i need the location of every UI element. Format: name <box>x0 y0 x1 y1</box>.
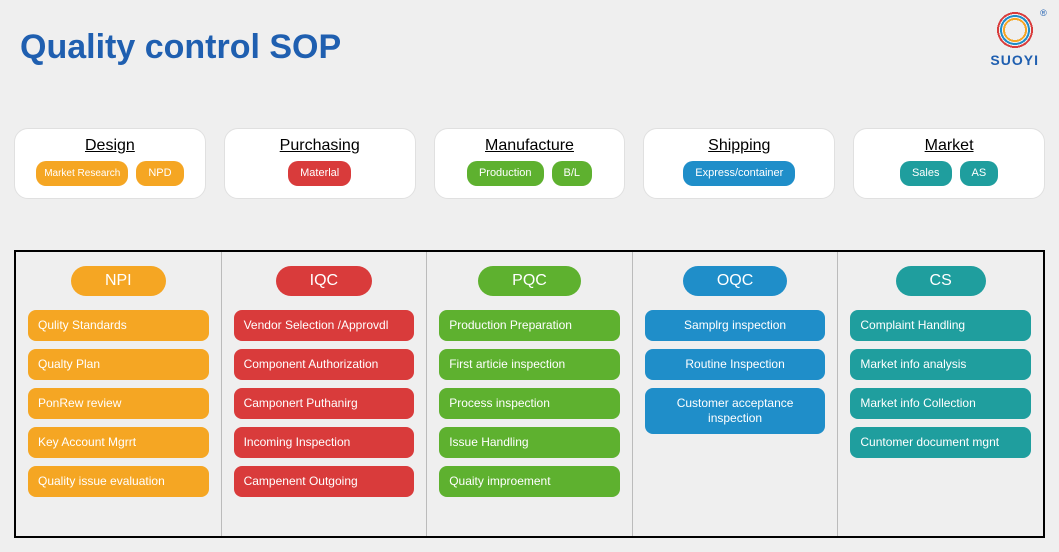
qc-item: Market info analysis <box>850 349 1031 380</box>
stage-pill: Production <box>467 161 544 186</box>
qc-item: Vendor Selection /Approvdl <box>234 310 415 341</box>
qc-item: Process inspection <box>439 388 620 419</box>
stage-header: Purchasing <box>280 137 360 155</box>
page-title: Quality control SOP <box>20 28 341 67</box>
stage-card-design: Design Market Research NPD <box>14 128 206 199</box>
qc-column-header: NPI <box>71 266 166 296</box>
qc-item: PonRew review <box>28 388 209 419</box>
qc-column-cs: CS Complaint Handling Market info analysis… <box>838 252 1043 536</box>
qc-column-header: OQC <box>683 266 787 296</box>
qc-column-pqc: PQC Production Preparation First articie i… <box>427 252 633 536</box>
qc-item: Market info Collection <box>850 388 1031 419</box>
registered-mark: ® <box>1040 8 1047 18</box>
qc-item: Routine Inspection <box>645 349 826 380</box>
qc-item: Production Preparation <box>439 310 620 341</box>
stage-pill: Market Research <box>36 161 128 186</box>
qc-column-iqc: IQC Vendor Selection /Approvdl Component A… <box>222 252 428 536</box>
stage-card-purchasing: Purchasing Materlal <box>224 128 416 199</box>
stage-header: Design <box>85 137 135 155</box>
stage-pill: Materlal <box>288 161 351 186</box>
qc-items: Vendor Selection /Approvdl Component Auth… <box>234 310 415 497</box>
stages-row: Design Market Research NPD Purchasing Materl… <box>14 128 1045 199</box>
qc-item: Quaity improement <box>439 466 620 497</box>
brand-swirl-icon: ® <box>993 10 1037 50</box>
qc-item: Camponert Puthanirg <box>234 388 415 419</box>
qc-item: Qulity Standards <box>28 310 209 341</box>
qc-items: Complaint Handling Market info analysis Ma… <box>850 310 1031 458</box>
stage-pill: Express/container <box>683 161 795 186</box>
brand-name: SUOYI <box>990 52 1039 68</box>
qc-item: Key Account Mgrrt <box>28 427 209 458</box>
stage-pills: Market Research NPD <box>36 161 183 186</box>
stage-header: Shipping <box>708 137 770 155</box>
qc-item: Cuntomer document mgnt <box>850 427 1031 458</box>
stage-header: Manufacture <box>485 137 574 155</box>
stage-pill: AS <box>960 161 999 186</box>
stage-card-market: Market Sales AS <box>853 128 1045 199</box>
qc-items: Qulity Standards Qualty Plan PonRew review… <box>28 310 209 497</box>
qc-column-header: CS <box>896 266 986 296</box>
qc-item: Samplrg inspection <box>645 310 826 341</box>
qc-table: NPI Qulity Standards Qualty Plan PonRew rev… <box>14 250 1045 538</box>
stage-header: Market <box>925 137 974 155</box>
stage-pills: Express/container <box>683 161 795 186</box>
qc-item: Quality issue evaluation <box>28 466 209 497</box>
stage-pills: Sales AS <box>900 161 998 186</box>
qc-item: Component Authorization <box>234 349 415 380</box>
qc-items: Production Preparation First articie insp… <box>439 310 620 497</box>
qc-column-header: PQC <box>478 266 581 296</box>
qc-items: Samplrg inspection Routine Inspection Cust… <box>645 310 826 434</box>
stage-pill: B/L <box>552 161 593 186</box>
stage-card-manufacture: Manufacture Production B/L <box>434 128 626 199</box>
stage-card-shipping: Shipping Express/container <box>643 128 835 199</box>
stage-pill: NPD <box>136 161 183 186</box>
qc-item: Customer acceptance inspection <box>645 388 826 434</box>
stage-pill: Sales <box>900 161 952 186</box>
qc-item: Campenent Outgoing <box>234 466 415 497</box>
qc-item: Issue Handling <box>439 427 620 458</box>
brand-logo: ® SUOYI <box>990 10 1039 68</box>
qc-item: Incoming Inspection <box>234 427 415 458</box>
qc-item: Qualty Plan <box>28 349 209 380</box>
qc-column-oqc: OQC Samplrg inspection Routine Inspection C… <box>633 252 839 536</box>
qc-item: First articie inspection <box>439 349 620 380</box>
qc-item: Complaint Handling <box>850 310 1031 341</box>
qc-column-header: IQC <box>276 266 372 296</box>
stage-pills: Materlal <box>288 161 351 186</box>
qc-column-npi: NPI Qulity Standards Qualty Plan PonRew rev… <box>16 252 222 536</box>
stage-pills: Production B/L <box>467 161 592 186</box>
